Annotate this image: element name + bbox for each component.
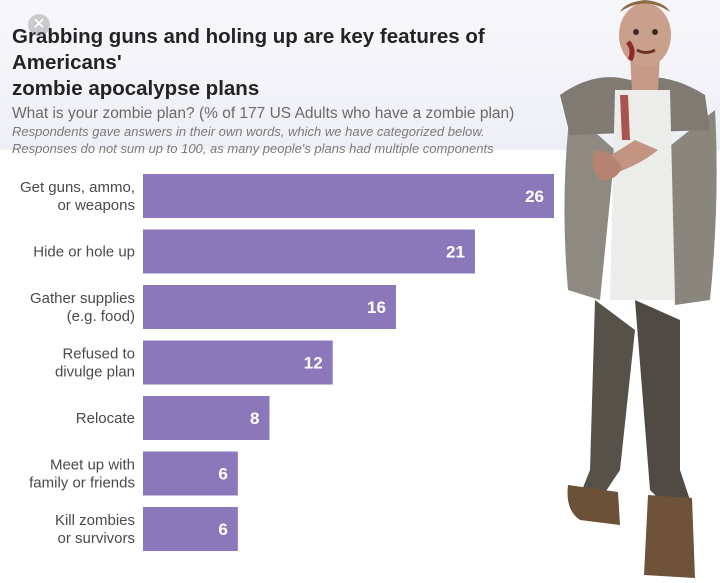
bar-6 — [143, 507, 238, 551]
value-label-2: 16 — [367, 298, 386, 317]
category-label-5: Meet up with family or friends — [29, 457, 135, 492]
chart-subtitle: What is your zombie plan? (% of 177 US A… — [12, 105, 515, 122]
value-label-3: 12 — [304, 354, 323, 373]
category-label-4: Relocate — [76, 410, 135, 427]
category-label-3: Refused to divulge plan — [55, 346, 135, 381]
bar-2 — [143, 285, 396, 329]
close-icon[interactable]: ✕ — [28, 14, 50, 36]
value-label-5: 6 — [218, 465, 227, 484]
chart-header: Grabbing guns and holing up are key feat… — [12, 24, 572, 157]
value-label-4: 8 — [250, 409, 259, 428]
category-label-6: Kill zombies or survivors — [55, 512, 135, 547]
value-label-1: 21 — [446, 243, 465, 262]
chart-note-line-2: Responses do not sum up to 100, as many … — [12, 141, 494, 156]
chart-title-line-2: zombie apocalypse plans — [12, 77, 260, 100]
bar-4 — [143, 396, 270, 440]
bar-1 — [143, 229, 475, 274]
bar-5 — [143, 451, 238, 496]
zombie-illustration — [560, 0, 717, 578]
chart-title: Grabbing guns and holing up are key feat… — [12, 24, 572, 102]
category-label-0: Get guns, ammo, or weapons — [20, 179, 135, 214]
category-label-1: Hide or hole up — [33, 244, 135, 261]
value-label-0: 26 — [525, 187, 544, 206]
value-label-6: 6 — [218, 520, 227, 539]
bar-0 — [143, 174, 554, 218]
bar-3 — [143, 340, 333, 385]
category-label-2: Gather supplies (e.g. food) — [30, 290, 135, 325]
chart-note-line-1: Respondents gave answers in their own wo… — [12, 124, 485, 139]
chart-title-line-1: Grabbing guns and holing up are key feat… — [12, 25, 485, 74]
